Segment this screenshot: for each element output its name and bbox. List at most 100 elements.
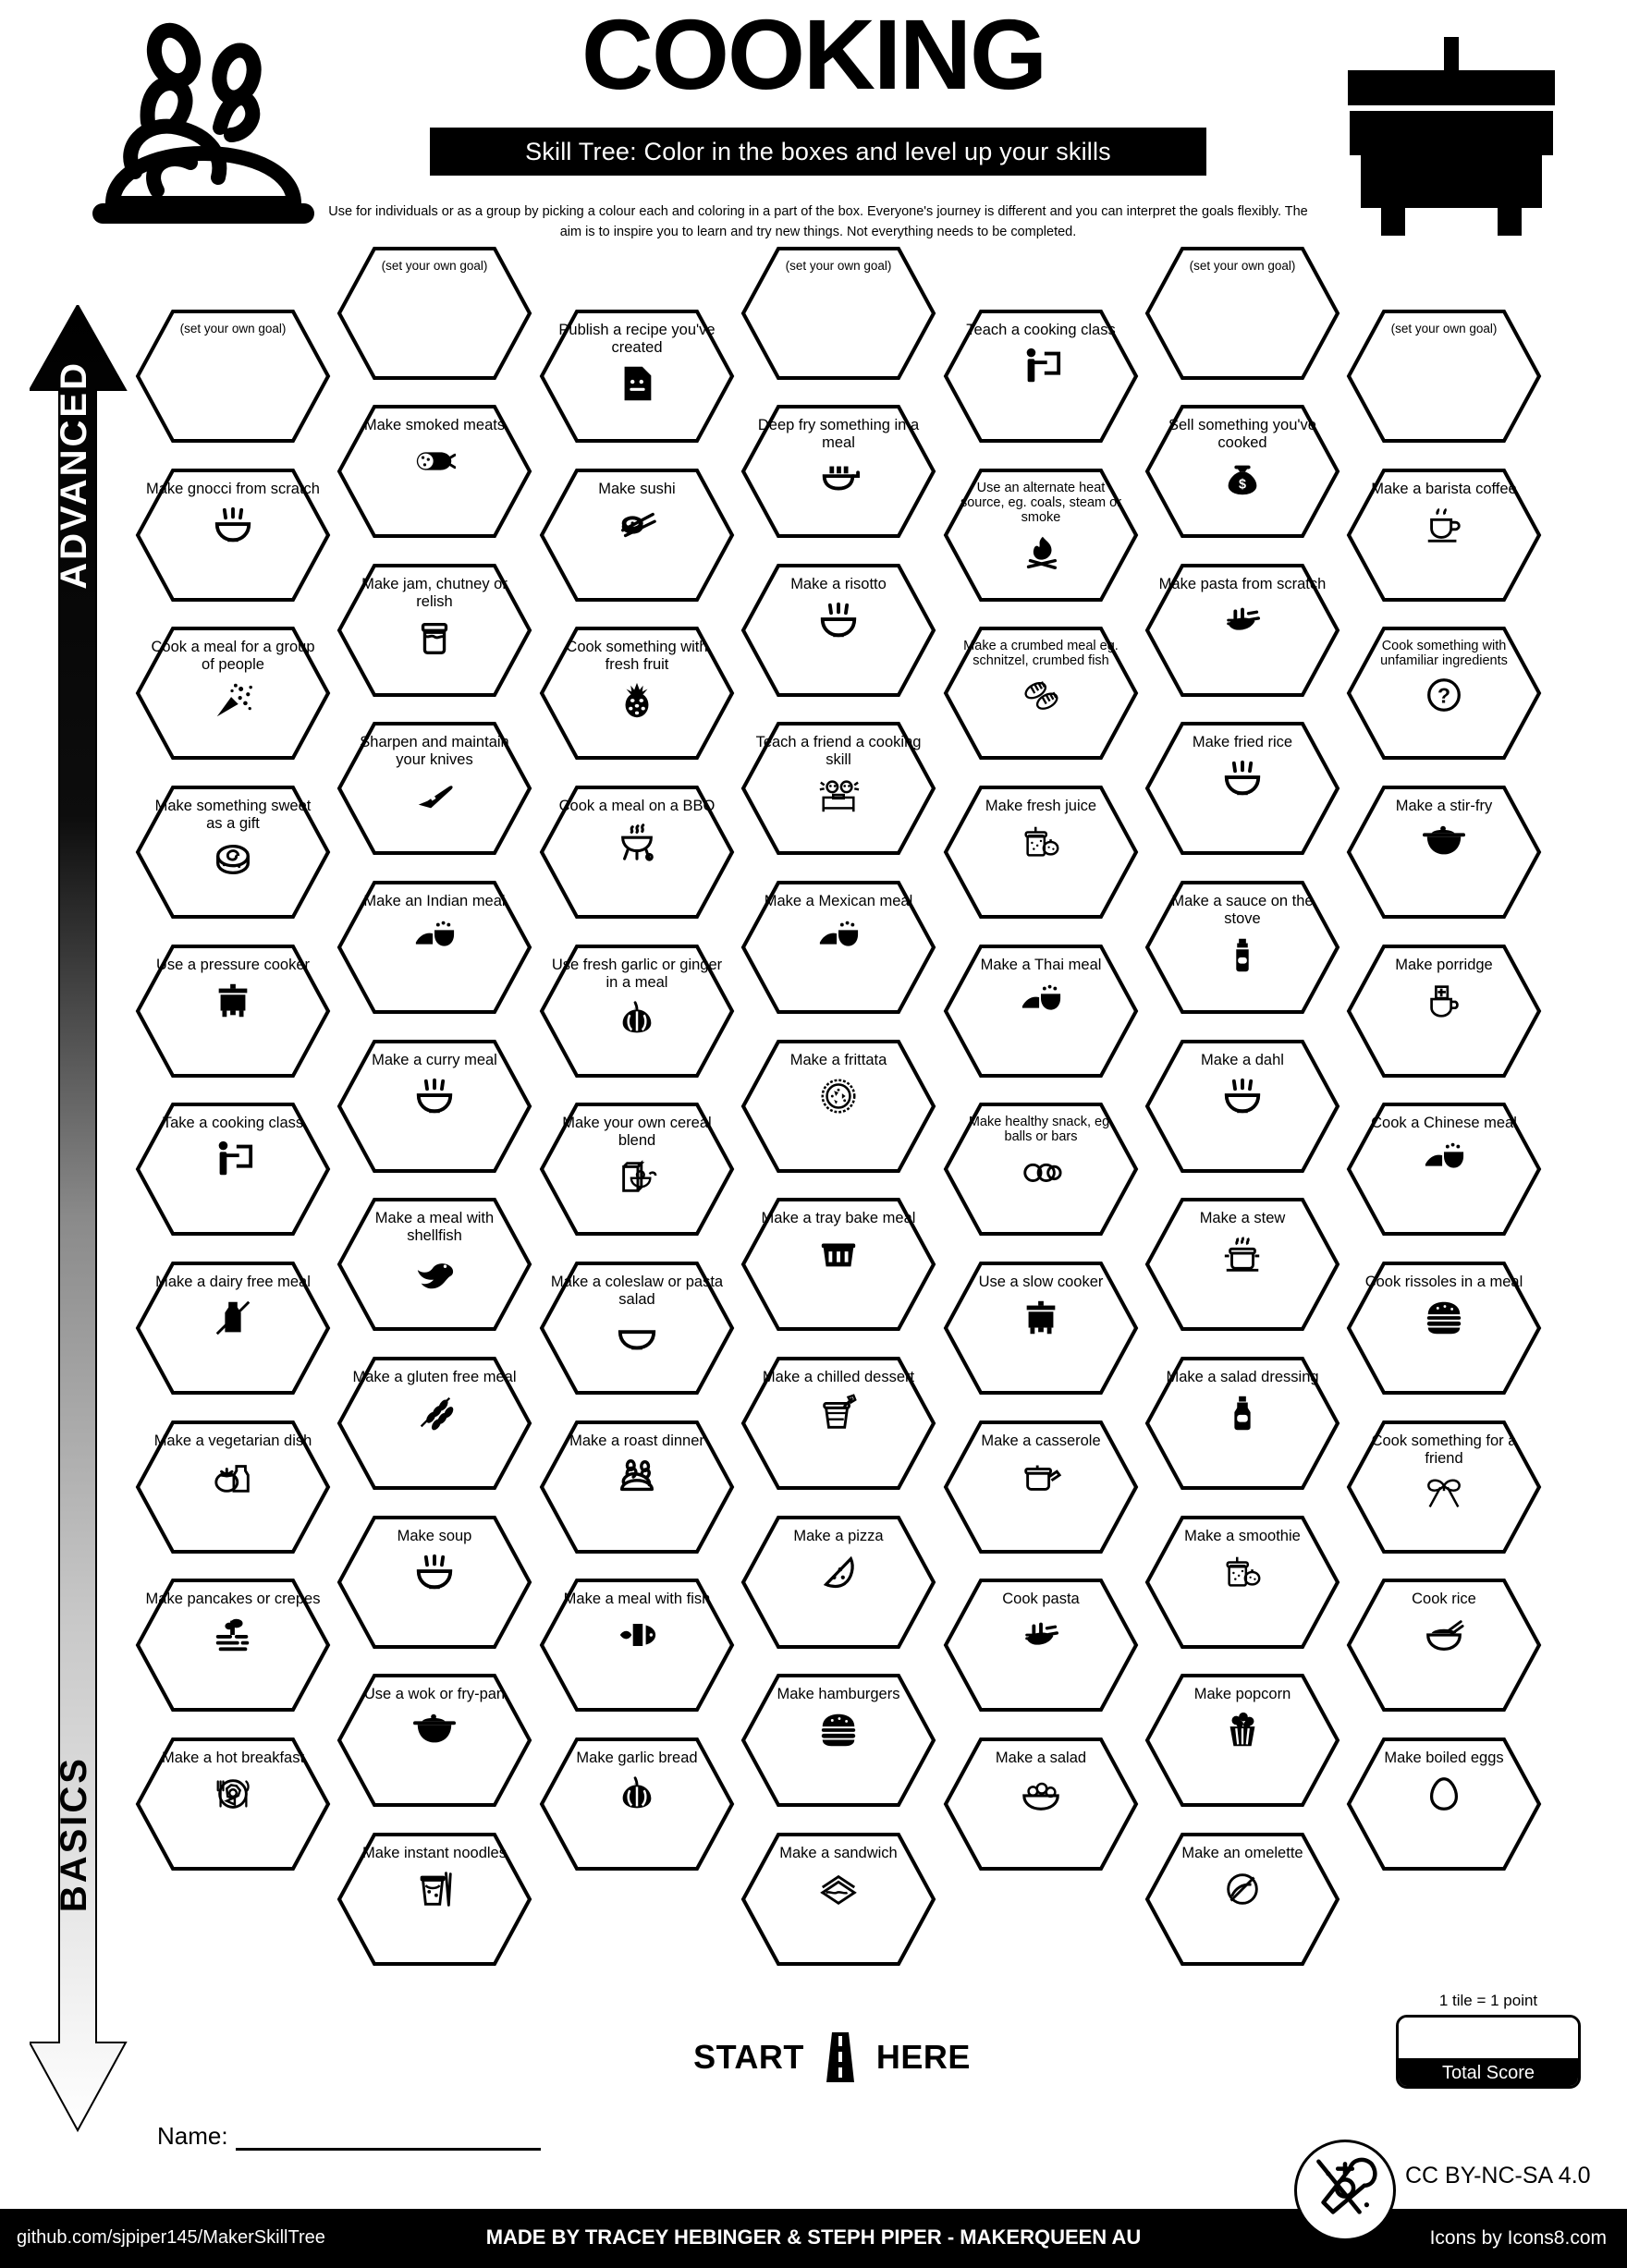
skill-hex-col2-4[interactable]: Sharpen and maintain your knives bbox=[336, 720, 533, 857]
skill-hex-col3-3[interactable]: Cook something with fresh fruit bbox=[538, 625, 736, 762]
start-here-marker: START HERE bbox=[666, 2030, 998, 2085]
skill-hex-col4-7[interactable]: Make a tray bake meal bbox=[740, 1196, 937, 1333]
skill-hex-col1-1[interactable]: (set your own goal) bbox=[134, 308, 332, 445]
coffee-cup-icon bbox=[1419, 502, 1469, 548]
skill-hex-col2-5[interactable]: Make an Indian meal bbox=[336, 879, 533, 1016]
skill-hex-col5-2[interactable]: Use an alternate heat source, eg. coals,… bbox=[942, 467, 1140, 604]
hexagon-outline bbox=[1346, 469, 1542, 602]
skill-label: Make popcorn bbox=[1193, 1686, 1291, 1702]
skill-hex-col7-7[interactable]: Cook rissoles in a meal bbox=[1345, 1260, 1543, 1396]
skill-hex-col3-10[interactable]: Make garlic bread bbox=[538, 1736, 736, 1872]
skill-hex-col7-9[interactable]: Cook rice bbox=[1345, 1577, 1543, 1713]
total-score-value[interactable] bbox=[1399, 2018, 1578, 2058]
skill-hex-col1-8[interactable]: Make a vegetarian dish bbox=[134, 1419, 332, 1555]
skill-hex-col2-9[interactable]: Make soup bbox=[336, 1514, 533, 1651]
skill-hex-col6-3[interactable]: Make pasta from scratch bbox=[1144, 562, 1341, 699]
hexagon-outline bbox=[943, 1421, 1139, 1554]
total-score-box[interactable]: Total Score bbox=[1396, 2015, 1581, 2089]
skill-label: Make fresh juice bbox=[985, 798, 1097, 814]
skill-hex-col6-5[interactable]: Make a sauce on the stove bbox=[1144, 879, 1341, 1016]
skill-hex-col3-9[interactable]: Make a meal with fish bbox=[538, 1577, 736, 1713]
skill-hex-col6-4[interactable]: Make fried rice bbox=[1144, 720, 1341, 857]
hexagon-outline bbox=[336, 722, 532, 855]
pancakes-icon bbox=[208, 1612, 258, 1658]
bbq-grill-icon bbox=[612, 819, 662, 865]
skill-hex-col5-8[interactable]: Make a casserole bbox=[942, 1419, 1140, 1555]
skill-hex-col5-7[interactable]: Use a slow cooker bbox=[942, 1260, 1140, 1396]
skill-hex-col2-7[interactable]: Make a meal with shellfish bbox=[336, 1196, 533, 1333]
indian-meal-icon bbox=[1016, 978, 1066, 1024]
skill-hex-col2-10[interactable]: Use a wok or fry-pan bbox=[336, 1672, 533, 1809]
skill-hex-col1-9[interactable]: Make pancakes or crepes bbox=[134, 1577, 332, 1713]
name-input-line[interactable] bbox=[235, 2130, 541, 2151]
skill-hex-col6-1[interactable]: (set your own goal) bbox=[1144, 245, 1341, 382]
footer-github-link[interactable]: github.com/sjpiper145/MakerSkillTree bbox=[17, 2227, 325, 2248]
skill-hex-col5-4[interactable]: Make fresh juice bbox=[942, 784, 1140, 921]
skill-hex-col1-10[interactable]: Make a hot breakfast bbox=[134, 1736, 332, 1872]
skill-hex-col5-10[interactable]: Make a salad bbox=[942, 1736, 1140, 1872]
skill-hex-col4-8[interactable]: Make a chilled dessert bbox=[740, 1355, 937, 1492]
skill-hex-col4-11[interactable]: Make a sandwich bbox=[740, 1831, 937, 1968]
skill-hex-col3-2[interactable]: Make sushi bbox=[538, 467, 736, 604]
skill-hex-col1-6[interactable]: Take a cooking class bbox=[134, 1101, 332, 1238]
skill-hex-col7-3[interactable]: Cook something with unfamiliar ingredien… bbox=[1345, 625, 1543, 762]
skill-hex-col7-4[interactable]: Make a stir-fry bbox=[1345, 784, 1543, 921]
skill-hex-col3-1[interactable]: Publish a recipe you've created bbox=[538, 308, 736, 445]
skill-hex-col1-4[interactable]: Make something sweet as a gift bbox=[134, 784, 332, 921]
skill-hex-col1-7[interactable]: Make a dairy free meal bbox=[134, 1260, 332, 1396]
skill-hex-col2-3[interactable]: Make jam, chutney or relish bbox=[336, 562, 533, 699]
footer-icons-credit[interactable]: Icons by Icons8.com bbox=[1429, 2227, 1607, 2249]
skill-hex-col3-5[interactable]: Use fresh garlic or ginger in a meal bbox=[538, 943, 736, 1079]
skill-hex-col2-2[interactable]: Make smoked meats bbox=[336, 403, 533, 540]
footer-credits: MADE BY TRACEY HEBINGER & STEPH PIPER - … bbox=[485, 2225, 1142, 2249]
skill-hex-col4-9[interactable]: Make a pizza bbox=[740, 1514, 937, 1651]
skill-hex-col5-3[interactable]: Make a crumbed meal eg. schnitzel, crumb… bbox=[942, 625, 1140, 762]
skill-hex-col7-8[interactable]: Cook something for a friend bbox=[1345, 1419, 1543, 1555]
hexagon-outline bbox=[943, 469, 1139, 602]
skill-hex-col4-6[interactable]: Make a frittata bbox=[740, 1038, 937, 1175]
skill-hex-col6-6[interactable]: Make a dahl bbox=[1144, 1038, 1341, 1175]
skill-hex-col4-3[interactable]: Make a risotto bbox=[740, 562, 937, 699]
skill-hex-col6-10[interactable]: Make popcorn bbox=[1144, 1672, 1341, 1809]
cinnamon-roll-icon bbox=[208, 836, 258, 883]
skill-hex-col3-4[interactable]: Cook a meal on a BBQ bbox=[538, 784, 736, 921]
skill-hex-col5-6[interactable]: Make healthy snack, eg. balls or bars bbox=[942, 1101, 1140, 1238]
skill-hex-col1-3[interactable]: Cook a meal for a group of people bbox=[134, 625, 332, 762]
skill-label: Make a curry meal bbox=[372, 1052, 497, 1068]
skill-hex-col6-8[interactable]: Make a salad dressing bbox=[1144, 1355, 1341, 1492]
skill-label: Make a salad bbox=[995, 1750, 1087, 1766]
skill-hex-col1-5[interactable]: Use a pressure cooker bbox=[134, 943, 332, 1079]
skill-hex-col4-5[interactable]: Make a Mexican meal bbox=[740, 879, 937, 1016]
skill-hex-col7-5[interactable]: Make porridge bbox=[1345, 943, 1543, 1079]
skill-hex-col4-10[interactable]: Make hamburgers bbox=[740, 1672, 937, 1809]
skill-hex-col6-9[interactable]: Make a smoothie bbox=[1144, 1514, 1341, 1651]
skill-hex-col7-10[interactable]: Make boiled eggs bbox=[1345, 1736, 1543, 1872]
recipe-document-icon bbox=[612, 360, 662, 407]
name-field[interactable]: Name: bbox=[157, 2122, 541, 2151]
skill-hex-col4-4[interactable]: Teach a friend a cooking skill bbox=[740, 720, 937, 857]
skill-hex-col6-11[interactable]: Make an omelette bbox=[1144, 1831, 1341, 1968]
party-popper-icon bbox=[208, 677, 258, 724]
skill-hex-col7-2[interactable]: Make a barista coffee bbox=[1345, 467, 1543, 604]
no-icon bbox=[1419, 340, 1469, 386]
skill-hex-col4-1[interactable]: (set your own goal) bbox=[740, 245, 937, 382]
hexagon-outline bbox=[740, 1516, 936, 1649]
skill-hex-col3-6[interactable]: Make your own cereal blend bbox=[538, 1101, 736, 1238]
skill-hex-col2-1[interactable]: (set your own goal) bbox=[336, 245, 533, 382]
skill-hex-col7-1[interactable]: (set your own goal) bbox=[1345, 308, 1543, 445]
skill-hex-col2-8[interactable]: Make a gluten free meal bbox=[336, 1355, 533, 1492]
skill-hex-col2-6[interactable]: Make a curry meal bbox=[336, 1038, 533, 1175]
skill-hex-col6-7[interactable]: Make a stew bbox=[1144, 1196, 1341, 1333]
skill-hex-col5-1[interactable]: Teach a cooking class bbox=[942, 308, 1140, 445]
skill-hex-col3-8[interactable]: Make a roast dinner bbox=[538, 1419, 736, 1555]
skill-hex-col4-2[interactable]: Deep fry something in a meal bbox=[740, 403, 937, 540]
skill-hex-col5-5[interactable]: Make a Thai meal bbox=[942, 943, 1140, 1079]
skill-hex-col7-6[interactable]: Cook a Chinese meal bbox=[1345, 1101, 1543, 1238]
skill-hex-col3-7[interactable]: Make a coleslaw or pasta salad bbox=[538, 1260, 736, 1396]
skill-hex-col6-2[interactable]: Sell something you've cooked $ bbox=[1144, 403, 1341, 540]
skill-hex-col2-11[interactable]: Make instant noodles bbox=[336, 1831, 533, 1968]
hexagon-outline bbox=[539, 1421, 735, 1554]
skill-hex-col5-9[interactable]: Cook pasta bbox=[942, 1577, 1140, 1713]
hexagon-outline bbox=[943, 1738, 1139, 1871]
skill-hex-col1-2[interactable]: Make gnocci from scratch bbox=[134, 467, 332, 604]
